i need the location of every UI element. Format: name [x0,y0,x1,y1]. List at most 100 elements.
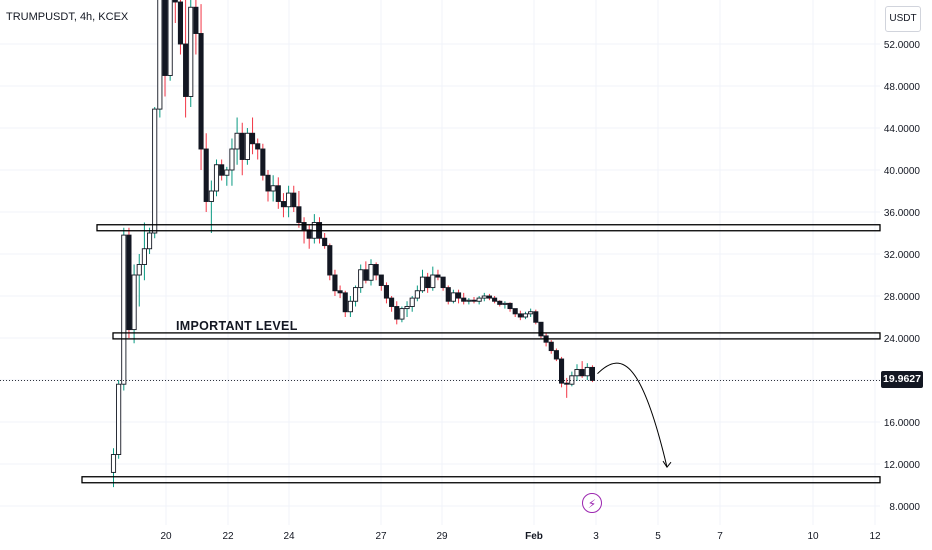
candle-body [559,358,565,384]
candle-body [255,143,261,150]
candle-body [353,287,359,302]
annotations-layer: IMPORTANT LEVEL [0,224,881,484]
candle-body [476,297,482,302]
time-axis[interactable]: 20 22 24 27 29 Feb 3 5 7 10 12 [160,531,881,542]
lightning-icon[interactable]: ⚡ [582,493,602,513]
candle-body [368,264,374,281]
time-tick-label: 20 [160,531,172,542]
candle-body [450,292,456,302]
candle-body [383,285,390,299]
candle-body [461,297,467,302]
candle-body [116,383,122,456]
projection-arrow [597,362,668,468]
candle-body [471,299,477,302]
candle-body [486,295,493,299]
candle-body [121,234,127,385]
candles-layer [110,0,595,488]
candle-body [198,33,204,150]
price-tick-label: 16.0000 [884,418,921,429]
candle-body [193,6,199,34]
time-tick-label: 10 [807,531,819,542]
candle-body [579,369,585,377]
price-axis[interactable]: 52.0000 48.0000 44.0000 40.0000 36.0000 32.00… [884,40,921,513]
candle-body [342,292,348,313]
candle-body [249,132,256,145]
candle-body [131,274,137,331]
candle-body [378,274,384,286]
symbol-title: TRUMPUSDT, 4h, KCEX [6,11,129,23]
candle-body [389,297,395,307]
price-tick-label: 28.0000 [884,292,921,303]
time-tick-label: 27 [375,531,387,542]
candle-body [172,0,178,3]
currency-unit-button[interactable]: USDT [885,6,921,32]
price-tick-label: 44.0000 [884,124,921,135]
candle-body [203,148,209,202]
candle-body [183,43,189,97]
candle-body [548,341,554,352]
candle-body [414,290,420,299]
candle-body [481,295,487,299]
horizontal-level-band [81,476,881,484]
time-tick-label: 22 [222,531,234,542]
candle-body [564,382,570,385]
horizontal-level-band [96,224,881,232]
time-tick-label: 5 [655,531,661,542]
time-tick-label: 29 [436,531,448,542]
candle-body [517,313,523,318]
candle-body [466,299,472,302]
candle-body [399,308,405,320]
candle-body [286,192,292,208]
candle-body [589,366,595,381]
candle-body [507,302,513,310]
candle-body [162,0,168,76]
candle-body [244,132,250,160]
candle-body [141,248,147,265]
candle-body [347,300,353,313]
candle-body [430,274,436,289]
time-tick-label: 24 [283,531,295,542]
last-price-tag: 19.9627 [881,371,923,388]
candle-body [260,148,266,176]
candle-body [322,237,328,247]
candle-body [234,132,240,150]
candle-body [224,169,230,176]
price-tick-label: 48.0000 [884,82,921,93]
candle-body [584,366,590,377]
candle-body [301,222,307,231]
candle-body [337,290,343,294]
price-tick-label: 40.0000 [884,166,921,177]
time-tick-label: Feb [525,531,543,542]
candle-body [522,313,529,318]
important-level-label: IMPORTANT LEVEL [176,319,298,333]
candle-body [502,302,508,305]
candle-body [177,1,184,45]
candle-body [363,269,369,281]
candle-body [538,321,544,337]
time-tick-label: 7 [717,531,723,542]
candle-body [167,0,173,76]
candle-body [188,6,194,97]
candle-body [528,311,534,315]
candle-body [435,274,441,278]
candle-body [425,276,431,289]
candle-body [270,185,276,192]
horizontal-level-band [112,332,881,340]
candle-body [229,148,235,171]
candle-body [574,369,580,377]
price-tick-label: 8.0000 [889,502,920,513]
candle-body [533,311,539,323]
candle-body [358,269,364,289]
candle-body [440,276,446,289]
candle-body [146,232,153,250]
candle-body [373,264,379,276]
candle-body [110,454,117,473]
candle-body [569,375,575,385]
candle-body [213,164,220,192]
candle-body [136,264,142,276]
candle-body [327,245,333,276]
candle-body [404,306,410,310]
price-tick-label: 24.0000 [884,334,921,345]
candle-body [419,276,426,292]
